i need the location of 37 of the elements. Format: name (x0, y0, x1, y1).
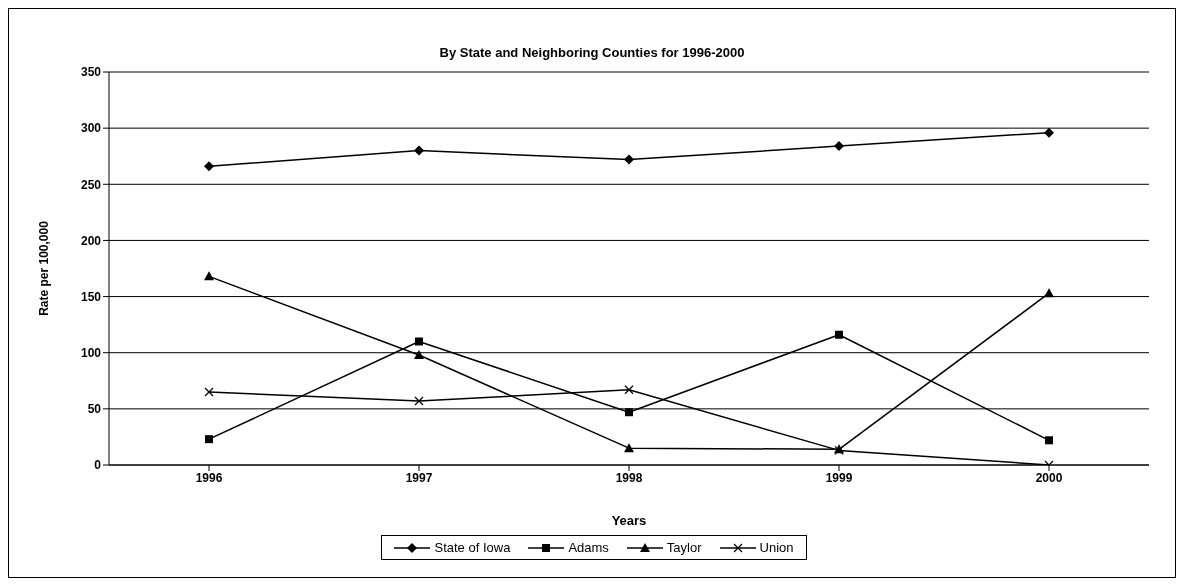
point (204, 387, 214, 397)
point (204, 161, 214, 172)
point (414, 145, 424, 156)
y-tick-label: 0 (94, 458, 102, 473)
point (414, 349, 424, 359)
x-tick-label: 2000 (1035, 470, 1063, 485)
point (624, 443, 634, 453)
point (1044, 127, 1054, 138)
x-tick-label: 1999 (825, 470, 853, 485)
x-tick-label: 1996 (195, 470, 223, 485)
point (834, 141, 844, 152)
legend-label: Union (759, 540, 794, 555)
y-axis-title: Rate per 100,000 (37, 220, 52, 316)
point (204, 271, 214, 281)
x-tick-label: 1997 (405, 470, 433, 485)
point (835, 330, 843, 339)
y-tick-label: 200 (80, 233, 102, 248)
y-tick-label: 250 (80, 177, 102, 192)
point (1045, 436, 1053, 445)
x-tick-label: 1998 (615, 470, 643, 485)
point (1044, 288, 1054, 298)
y-tick-label: 50 (87, 402, 102, 417)
point (414, 396, 424, 406)
y-tick-label: 300 (80, 121, 102, 136)
point (624, 154, 634, 165)
legend-label: State of Iowa (434, 540, 511, 555)
y-tick-label: 150 (80, 289, 102, 304)
legend-label: Adams (568, 540, 609, 555)
chart-title: By State and Neighboring Counties for 1996-2000 (438, 44, 746, 60)
point (625, 408, 633, 417)
point (205, 435, 213, 444)
y-tick-label: 350 (80, 65, 102, 80)
point (415, 337, 423, 346)
y-tick-label: 100 (80, 345, 102, 360)
legend-label: Taylor (666, 540, 702, 555)
point (624, 385, 634, 395)
x-axis-title: Years (611, 513, 647, 528)
